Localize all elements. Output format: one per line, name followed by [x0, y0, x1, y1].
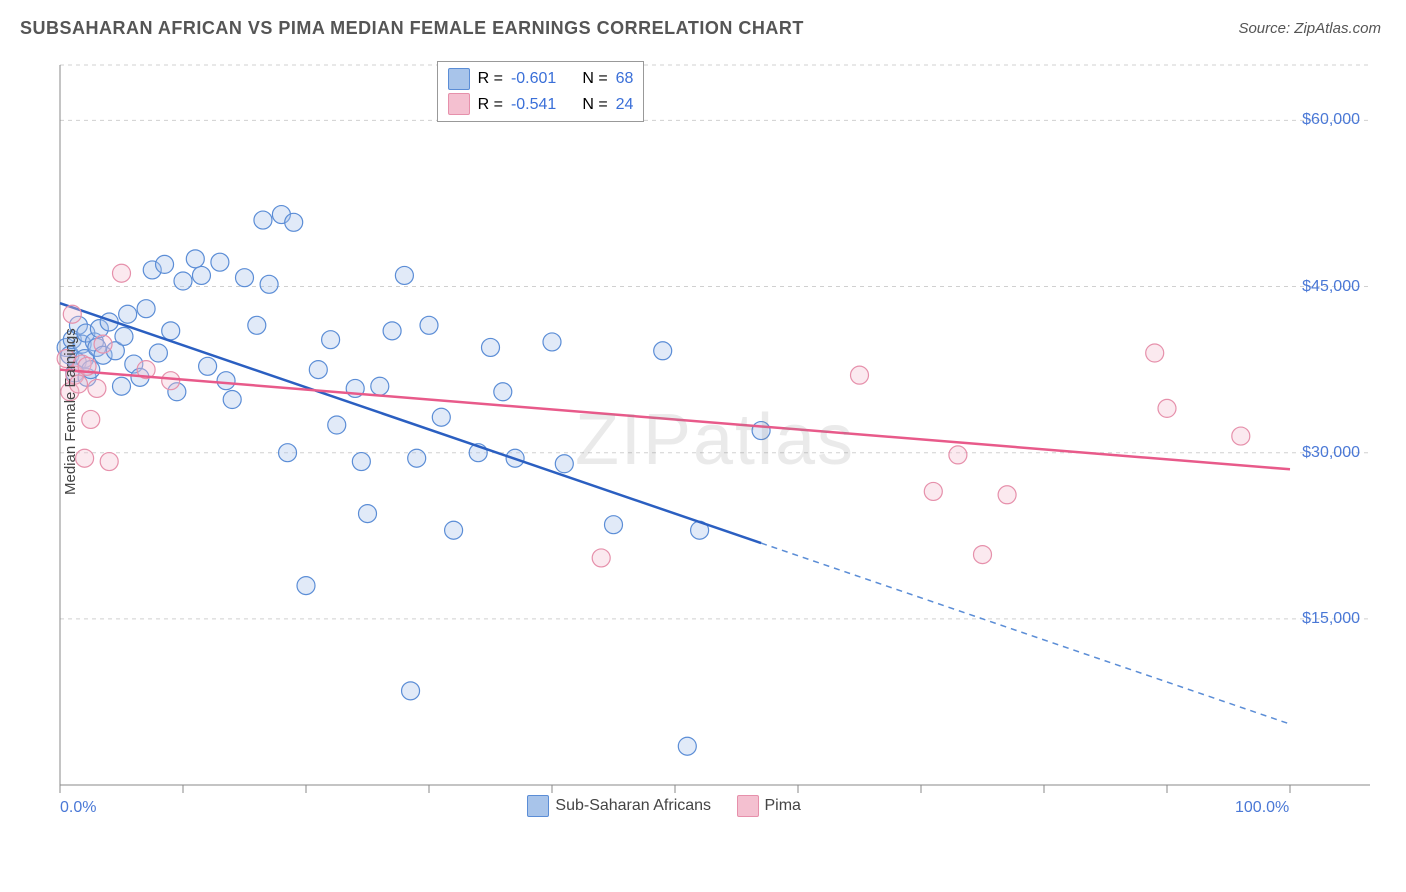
series-legend-item: Pima	[737, 795, 801, 817]
legend-label: Pima	[765, 797, 801, 815]
data-point	[309, 361, 327, 379]
chart-title: SUBSAHARAN AFRICAN VS PIMA MEDIAN FEMALE…	[20, 18, 804, 39]
data-point	[408, 449, 426, 467]
data-point	[432, 408, 450, 426]
x-tick-label: 0.0%	[60, 799, 96, 817]
data-point	[592, 549, 610, 567]
data-point	[420, 316, 438, 334]
data-point	[119, 305, 137, 323]
data-point	[115, 327, 133, 345]
stat-r-label: R =	[478, 66, 503, 92]
stat-n-label: N =	[582, 92, 607, 118]
stats-row: R = -0.601 N = 68	[448, 66, 634, 92]
data-point	[94, 335, 112, 353]
data-point	[949, 446, 967, 464]
data-point	[851, 366, 869, 384]
stat-r-value: -0.541	[511, 92, 556, 118]
data-point	[1158, 399, 1176, 417]
data-point	[192, 266, 210, 284]
data-point	[285, 213, 303, 231]
data-point	[162, 372, 180, 390]
data-point	[383, 322, 401, 340]
data-point	[322, 331, 340, 349]
legend-label: Sub-Saharan Africans	[555, 797, 711, 815]
legend-swatch	[448, 93, 470, 115]
data-point	[605, 516, 623, 534]
data-point	[254, 211, 272, 229]
stat-n-value: 68	[616, 66, 634, 92]
series-legend-item: Sub-Saharan Africans	[527, 795, 711, 817]
data-point	[100, 453, 118, 471]
data-point	[1146, 344, 1164, 362]
data-point	[297, 577, 315, 595]
data-point	[82, 410, 100, 428]
data-point	[217, 372, 235, 390]
trend-line	[60, 370, 1290, 470]
y-axis-label: Median Female Earnings	[62, 328, 79, 495]
stat-r-label: R =	[478, 92, 503, 118]
legend-swatch	[448, 68, 470, 90]
x-tick-label: 100.0%	[1235, 799, 1289, 817]
legend-swatch	[737, 795, 759, 817]
data-point	[328, 416, 346, 434]
trend-line	[60, 303, 761, 543]
data-point	[137, 300, 155, 318]
data-point	[174, 272, 192, 290]
data-point	[162, 322, 180, 340]
data-point	[555, 455, 573, 473]
data-point	[998, 486, 1016, 504]
y-tick-label: $60,000	[1302, 111, 1360, 129]
data-point	[113, 264, 131, 282]
data-point	[352, 453, 370, 471]
data-point	[260, 275, 278, 293]
stat-n-value: 24	[616, 92, 634, 118]
stats-row: R = -0.541 N = 24	[448, 92, 634, 118]
data-point	[371, 377, 389, 395]
data-point	[223, 391, 241, 409]
data-point	[186, 250, 204, 268]
data-point	[924, 482, 942, 500]
data-point	[63, 305, 81, 323]
data-point	[211, 253, 229, 271]
data-point	[359, 505, 377, 523]
y-tick-label: $45,000	[1302, 278, 1360, 296]
data-point	[199, 357, 217, 375]
scatter-plot	[50, 55, 1380, 825]
data-point	[279, 444, 297, 462]
data-point	[88, 379, 106, 397]
trend-line-extrapolated	[761, 543, 1290, 724]
data-point	[974, 546, 992, 564]
data-point	[1232, 427, 1250, 445]
stat-n-label: N =	[582, 66, 607, 92]
data-point	[236, 269, 254, 287]
chart-container: Median Female Earnings ZIPatlas $15,000$…	[50, 55, 1380, 825]
y-tick-label: $15,000	[1302, 610, 1360, 628]
data-point	[156, 255, 174, 273]
correlation-stats-box: R = -0.601 N = 68 R = -0.541 N = 24	[437, 61, 645, 122]
data-point	[654, 342, 672, 360]
data-point	[395, 266, 413, 284]
data-point	[543, 333, 561, 351]
data-point	[149, 344, 167, 362]
data-point	[678, 737, 696, 755]
data-point	[113, 377, 131, 395]
stat-r-value: -0.601	[511, 66, 556, 92]
data-point	[248, 316, 266, 334]
legend-swatch	[527, 795, 549, 817]
data-point	[445, 521, 463, 539]
y-tick-label: $30,000	[1302, 444, 1360, 462]
data-point	[482, 338, 500, 356]
source-attribution: Source: ZipAtlas.com	[1238, 20, 1381, 37]
data-point	[752, 422, 770, 440]
data-point	[402, 682, 420, 700]
data-point	[494, 383, 512, 401]
